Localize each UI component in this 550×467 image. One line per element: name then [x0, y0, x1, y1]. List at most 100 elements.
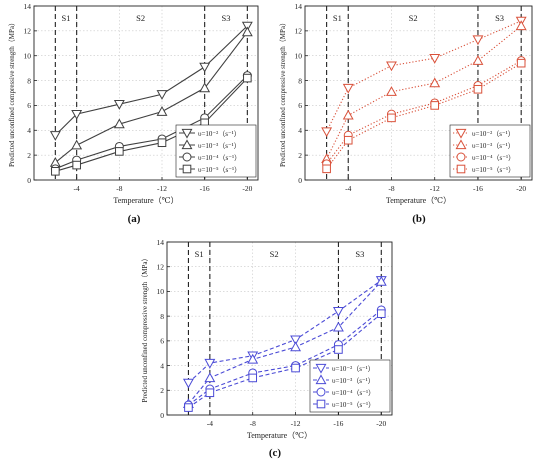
- x-tick-label: -8: [116, 184, 122, 193]
- data-point: [376, 309, 386, 318]
- legend-entry: υ=10⁻²（s⁻¹）: [198, 130, 241, 138]
- y-tick-label: 12: [24, 27, 32, 36]
- series-line-1: [326, 20, 522, 132]
- data-point: [51, 167, 60, 176]
- x-axis-label: Temperature（℃）: [386, 196, 451, 205]
- y-axis-label: Predicted unconfined compressive strengt…: [279, 19, 287, 167]
- panel-label: (b): [412, 213, 426, 225]
- chart-panel-3: S1 S2 S3 0 2 4 6 8 10 12 14 -4 -8 -12 -16 -20 Temperatur…: [141, 238, 393, 459]
- legend-marker: [455, 139, 467, 150]
- data-point: [386, 86, 397, 96]
- stage-label: S1: [333, 13, 342, 23]
- x-tick-label: -20: [242, 184, 252, 193]
- series-line-4: [326, 62, 522, 170]
- legend-marker: [181, 139, 193, 150]
- x-tick-label: -16: [333, 419, 343, 428]
- x-axis-label: Temperature（℃）: [113, 196, 178, 205]
- x-tick-label: -4: [345, 184, 351, 193]
- x-tick-label: -20: [516, 184, 526, 193]
- legend-entry: υ=10⁻⁵（s⁻¹）: [472, 166, 515, 174]
- y-tick-label: 4: [160, 361, 164, 370]
- legend: υ=10⁻²（s⁻¹） υ=10⁻³（s⁻¹） υ=10⁻⁴（s⁻¹） υ=10⁻⁵（…: [175, 124, 257, 178]
- y-tick-label: 14: [24, 2, 32, 11]
- legend-entry: υ=10⁻⁴（s⁻¹）: [472, 154, 515, 162]
- data-point: [115, 147, 124, 156]
- data-point: [113, 118, 125, 129]
- data-point: [429, 77, 441, 88]
- legend-marker: [315, 363, 327, 374]
- y-tick-label: 6: [298, 101, 302, 110]
- data-point: [204, 372, 216, 383]
- y-tick-label: 6: [27, 101, 31, 110]
- stage-label: S1: [195, 249, 204, 259]
- data-point: [113, 100, 125, 110]
- data-point: [72, 160, 81, 170]
- legend-marker: [316, 399, 326, 409]
- data-point: [334, 345, 343, 354]
- series-line-1: [54, 25, 248, 136]
- y-tick-label: 8: [298, 76, 302, 85]
- data-point: [182, 378, 194, 389]
- data-point: [204, 358, 216, 369]
- y-tick-label: 10: [157, 287, 165, 296]
- data-point: [342, 83, 354, 94]
- data-point: [516, 58, 526, 68]
- legend-entry: υ=10⁻³（s⁻¹）: [472, 142, 515, 150]
- y-tick-label: 2: [27, 151, 31, 160]
- y-tick-label: 0: [160, 411, 164, 420]
- y-tick-label: 12: [157, 263, 165, 272]
- data-point: [321, 127, 333, 138]
- x-tick-label: -8: [250, 419, 256, 428]
- x-tick-label: -4: [74, 184, 80, 193]
- legend-marker: [182, 152, 192, 162]
- legend-entry: υ=10⁻⁴（s⁻¹）: [198, 154, 241, 162]
- data-point: [290, 335, 302, 346]
- data-point: [322, 164, 331, 174]
- legend-entry: υ=10⁻³（s⁻¹）: [198, 142, 241, 150]
- plot-frame: [33, 5, 259, 181]
- data-point: [49, 131, 61, 141]
- y-tick-label: 4: [27, 126, 31, 135]
- data-point: [342, 109, 354, 120]
- y-axis-label: Predicted unconfined compressive strengt…: [8, 19, 16, 167]
- data-point: [205, 388, 215, 398]
- y-tick-label: 10: [295, 52, 303, 61]
- legend-marker: [456, 164, 466, 174]
- legend-entry: υ=10⁻⁵（s⁻¹）: [198, 166, 241, 174]
- data-point: [241, 21, 253, 32]
- legend-marker: [456, 152, 466, 162]
- data-point: [375, 275, 387, 286]
- data-point: [386, 61, 397, 72]
- stage-label: S2: [270, 249, 279, 259]
- x-tick-label: -8: [388, 184, 394, 193]
- series-line-2: [188, 281, 382, 405]
- stage-label: S2: [136, 13, 145, 23]
- data-point: [473, 84, 483, 94]
- y-tick-label: 0: [27, 176, 31, 185]
- stage-label: S3: [222, 13, 231, 23]
- data-point: [248, 373, 258, 383]
- x-tick-label: -16: [200, 184, 210, 193]
- y-axis-label: Predicted unconfined compressive strengt…: [141, 255, 149, 403]
- plot-frame: [304, 5, 533, 181]
- legend-entry: υ=10⁻²（s⁻¹）: [472, 130, 515, 138]
- legend-entry: υ=10⁻²（s⁻¹）: [332, 365, 375, 373]
- data-point: [332, 307, 344, 317]
- stage-label: S2: [409, 13, 418, 23]
- data-point: [515, 20, 527, 31]
- y-tick-label: 2: [298, 151, 302, 160]
- y-tick-label: 8: [27, 76, 31, 85]
- data-point: [343, 135, 353, 145]
- data-point: [156, 106, 168, 116]
- y-tick-label: 0: [298, 176, 302, 185]
- data-point: [156, 90, 168, 100]
- data-point: [241, 26, 253, 37]
- legend-marker: [182, 164, 192, 174]
- legend: υ=10⁻²（s⁻¹） υ=10⁻³（s⁻¹） υ=10⁻⁴（s⁻¹） υ=10⁻⁵（…: [309, 359, 391, 413]
- legend-marker: [316, 387, 326, 397]
- chart-panel-2: S1 S2 S3 0 2 4 6 8 10 12 14 -4 -8 -12 -16 -20 Temperatur…: [279, 2, 533, 225]
- x-tick-label: -12: [430, 184, 440, 193]
- stage-label: S1: [62, 13, 71, 23]
- x-tick-label: -4: [207, 419, 213, 428]
